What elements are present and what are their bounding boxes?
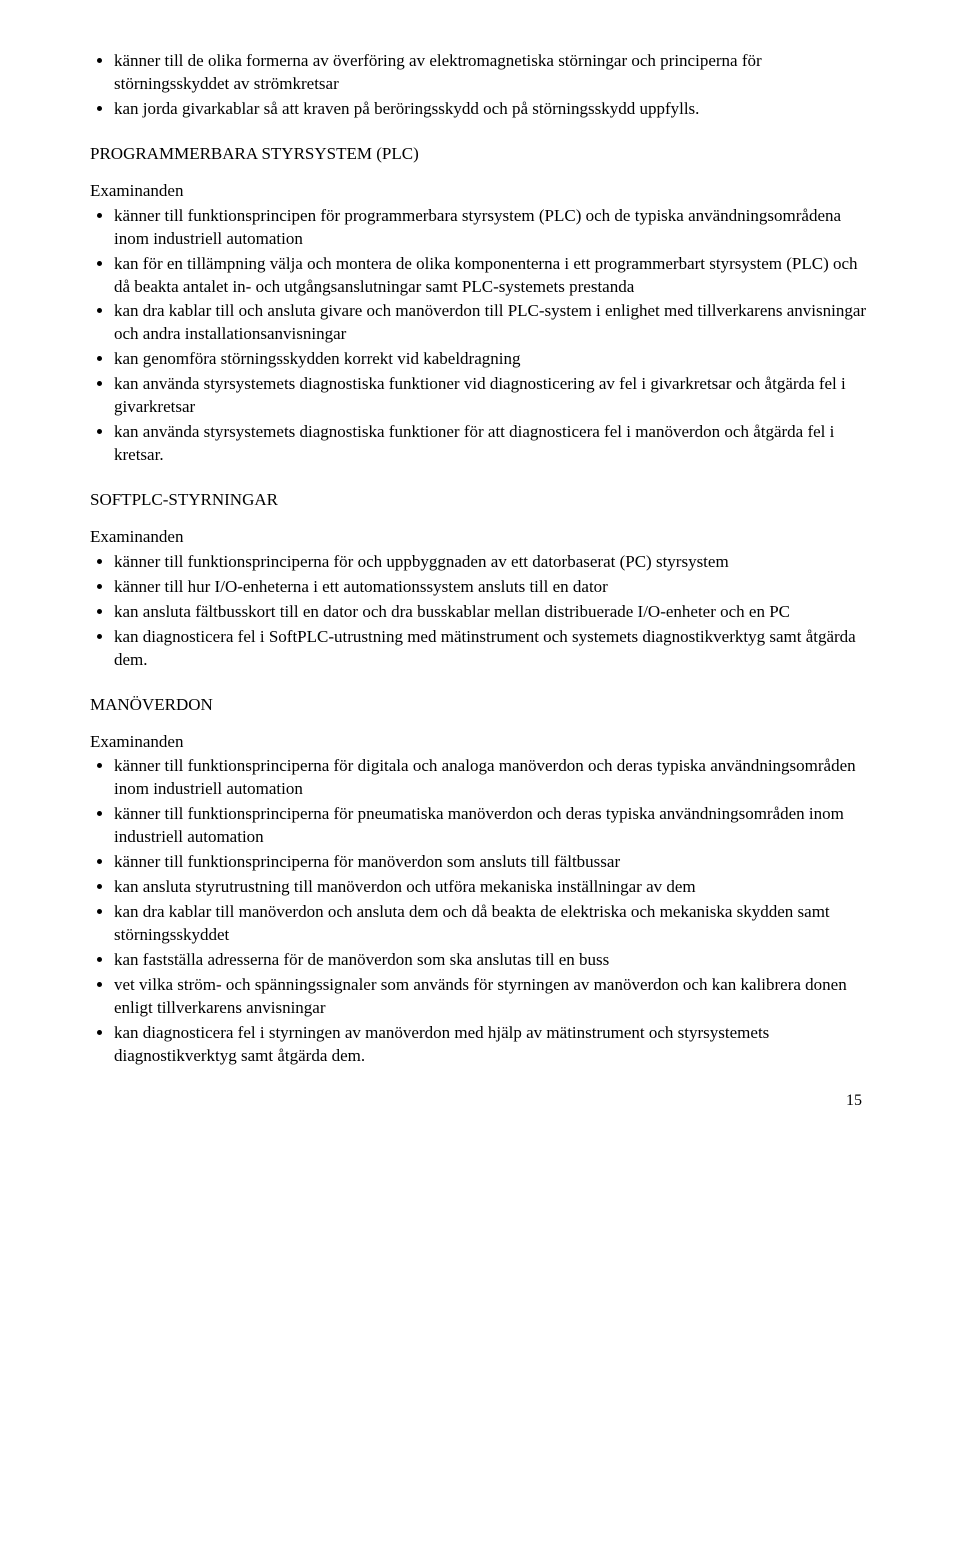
examinanden-label: Examinanden	[90, 731, 870, 754]
list-item: känner till funktionsprinciperna för dig…	[114, 755, 870, 801]
list-item: kan använda styrsystemets diagnostiska f…	[114, 373, 870, 419]
page-content: känner till de olika formerna av överför…	[0, 0, 960, 1150]
examinanden-label: Examinanden	[90, 180, 870, 203]
list-item: kan genomföra störningsskydden korrekt v…	[114, 348, 870, 371]
list-item: kan fastställa adresserna för de manöver…	[114, 949, 870, 972]
list-item: kan dra kablar till och ansluta givare o…	[114, 300, 870, 346]
list-item: känner till hur I/O-enheterna i ett auto…	[114, 576, 870, 599]
list-item: kan diagnosticera fel i styrningen av ma…	[114, 1022, 870, 1068]
list-item: känner till funktionsprinciperna för pne…	[114, 803, 870, 849]
list-item: kan för en tillämpning välja och montera…	[114, 253, 870, 299]
list-item: kan ansluta styrutrustning till manöverd…	[114, 876, 870, 899]
list-item: kan diagnosticera fel i SoftPLC-utrustni…	[114, 626, 870, 672]
section-heading-plc: PROGRAMMERBARA STYRSYSTEM (PLC)	[90, 143, 870, 166]
list-item: känner till funktionsprinciperna för och…	[114, 551, 870, 574]
list-item: kan jorda givarkablar så att kraven på b…	[114, 98, 870, 121]
list-item: vet vilka ström- och spänningssignaler s…	[114, 974, 870, 1020]
softplc-bullet-list: känner till funktionsprinciperna för och…	[90, 551, 870, 672]
section-heading-softplc: SOFTPLC-STYRNINGAR	[90, 489, 870, 512]
plc-bullet-list: känner till funktionsprincipen för progr…	[90, 205, 870, 467]
list-item: känner till funktionsprincipen för progr…	[114, 205, 870, 251]
list-item: kan använda styrsystemets diagnostiska f…	[114, 421, 870, 467]
page-number: 15	[90, 1092, 870, 1110]
list-item: känner till de olika formerna av överför…	[114, 50, 870, 96]
section-heading-manoverdon: MANÖVERDON	[90, 694, 870, 717]
list-item: kan ansluta fältbusskort till en dator o…	[114, 601, 870, 624]
list-item: kan dra kablar till manöverdon och anslu…	[114, 901, 870, 947]
examinanden-label: Examinanden	[90, 526, 870, 549]
top-bullet-list: känner till de olika formerna av överför…	[90, 50, 870, 121]
manoverdon-bullet-list: känner till funktionsprinciperna för dig…	[90, 755, 870, 1067]
list-item: känner till funktionsprinciperna för man…	[114, 851, 870, 874]
